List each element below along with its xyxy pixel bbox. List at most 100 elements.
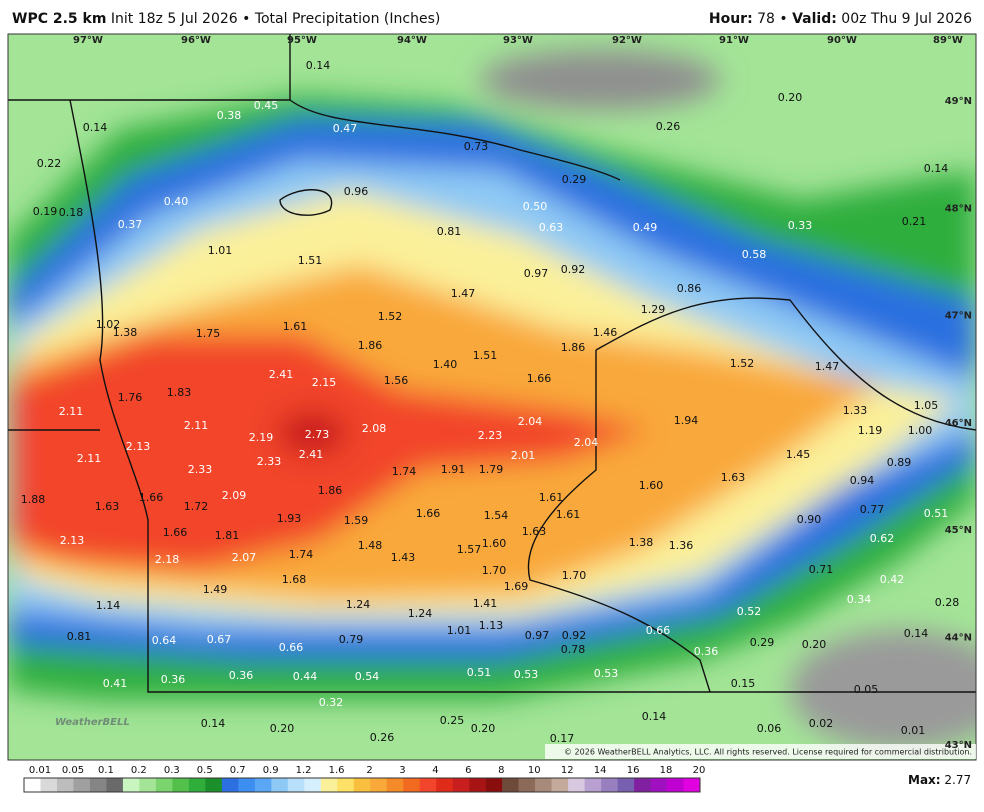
precip-value: 0.01 [901, 724, 926, 737]
colorbar-label: 0.5 [197, 765, 213, 776]
precip-value: 0.73 [464, 140, 489, 153]
colorbar-cell [172, 778, 190, 792]
precip-value: 1.14 [96, 599, 121, 612]
precip-value: 0.92 [561, 263, 586, 276]
precip-value: 2.01 [511, 449, 536, 462]
precip-value: 0.20 [270, 722, 295, 735]
precip-value: 0.78 [561, 643, 586, 656]
precip-value: 0.02 [809, 717, 834, 730]
lat-label: 47°N [945, 311, 972, 322]
precip-value: 0.81 [67, 630, 92, 643]
precip-value: 0.15 [731, 677, 756, 690]
precip-value: 2.18 [155, 553, 180, 566]
precip-value: 0.90 [797, 513, 822, 526]
precip-value: 2.33 [188, 463, 213, 476]
colorbar-cell [89, 778, 107, 792]
precip-value: 0.53 [594, 667, 619, 680]
colorbar-label: 0.3 [164, 765, 180, 776]
precip-value: 0.14 [904, 627, 929, 640]
colorbar-label: 16 [627, 765, 640, 776]
precip-value: 1.63 [95, 500, 120, 513]
max: Max: 2.77 [908, 773, 971, 787]
colorbar-label: 18 [660, 765, 673, 776]
lat-label: 44°N [945, 633, 972, 644]
precip-value: 0.52 [737, 605, 762, 618]
precip-value: 2.09 [222, 489, 247, 502]
lon-label: 97°W [73, 35, 103, 46]
colorbar-cell [452, 778, 470, 792]
precip-value: 2.11 [77, 452, 102, 465]
colorbar-cell [403, 778, 421, 792]
lon-label: 93°W [503, 35, 533, 46]
colorbar-cell [238, 778, 256, 792]
precip-field [8, 34, 976, 760]
colorbar-cell [106, 778, 124, 792]
precip-value: 2.13 [60, 534, 85, 547]
precip-value: 0.41 [103, 677, 128, 690]
precip-value: 0.20 [802, 638, 827, 651]
precip-value: 1.93 [277, 512, 302, 525]
precip-value: 1.47 [451, 287, 476, 300]
precip-value: 1.66 [139, 491, 164, 504]
precip-value: 1.57 [457, 543, 482, 556]
lon-label: 92°W [612, 35, 642, 46]
precip-value: 1.05 [914, 399, 939, 412]
precip-value: 1.02 [96, 318, 121, 331]
precip-value: 0.62 [870, 532, 895, 545]
precip-value: 0.47 [333, 122, 358, 135]
colorbar-label: 0.1 [98, 765, 114, 776]
colorbar-label: 12 [561, 765, 574, 776]
precip-value: 0.54 [355, 670, 380, 683]
colorbar-cell [254, 778, 272, 792]
precip-value: 1.60 [639, 479, 664, 492]
precip-value: 2.04 [574, 436, 599, 449]
precip-value: 1.54 [484, 509, 509, 522]
precip-value: 0.79 [339, 633, 364, 646]
precip-value: 1.41 [473, 597, 498, 610]
colorbar-cell [683, 778, 701, 792]
precip-value: 1.51 [473, 349, 498, 362]
precip-value: 0.36 [694, 645, 719, 658]
precip-value: 1.61 [556, 508, 581, 521]
precip-value: 0.32 [319, 696, 344, 709]
colorbar-label: 4 [432, 765, 438, 776]
precip-value: 0.33 [788, 219, 813, 232]
precip-value: 0.36 [229, 669, 254, 682]
colorbar-cell [122, 778, 140, 792]
precip-value: 0.50 [523, 200, 548, 213]
colorbar-label: 0.2 [131, 765, 147, 776]
colorbar-cell [320, 778, 338, 792]
precip-value: 1.70 [482, 564, 507, 577]
precip-value: 2.15 [312, 376, 337, 389]
precip-value: 1.76 [118, 391, 143, 404]
colorbar-cell [518, 778, 536, 792]
precip-value: 2.08 [362, 422, 387, 435]
logo: WeatherBELL [55, 717, 130, 728]
colorbar-cell [584, 778, 602, 792]
colorbar-label: 2 [366, 765, 372, 776]
precip-value: 0.49 [633, 221, 658, 234]
lat-label: 45°N [945, 525, 972, 536]
precip-value: 1.19 [858, 424, 883, 437]
colorbar-cell [139, 778, 157, 792]
precip-value: 1.51 [298, 254, 323, 267]
precip-value: 0.96 [344, 185, 369, 198]
colorbar-cell [485, 778, 503, 792]
colorbar-cell [24, 778, 41, 792]
precip-value: 1.72 [184, 500, 209, 513]
colorbar-cell [419, 778, 437, 792]
precip-value: 1.33 [843, 404, 868, 417]
map-frame [7, 33, 977, 761]
precip-value: 0.71 [809, 563, 834, 576]
precip-value: 1.75 [196, 327, 221, 340]
model: WPC 2.5 km Init 18z 5 Jul 2026 • Total P… [12, 11, 440, 27]
precip-value: 1.48 [358, 539, 383, 552]
precip-value: 0.14 [306, 59, 331, 72]
colorbar-cell [386, 778, 404, 792]
colorbar-cell [469, 778, 486, 792]
precip-value: 2.04 [518, 415, 543, 428]
precip-value: 1.52 [730, 357, 755, 370]
colorbar-label: 20 [693, 765, 706, 776]
precip-value: 2.11 [184, 419, 209, 432]
colorbar-frame [23, 777, 701, 793]
